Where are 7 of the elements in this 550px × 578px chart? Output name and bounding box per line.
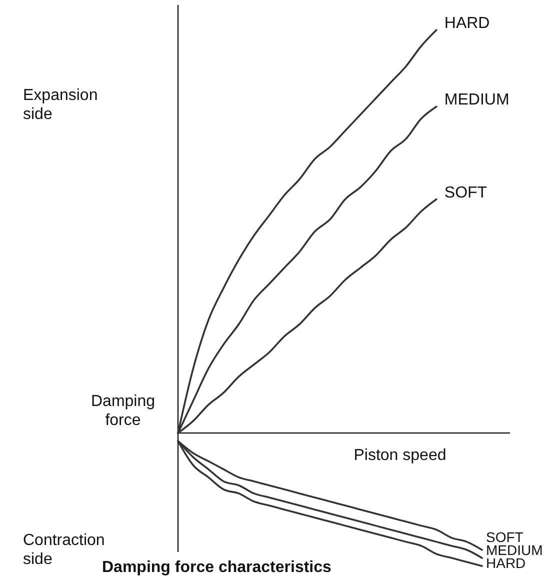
series-label: HARD [444, 15, 490, 32]
text: Damping force characteristics [102, 559, 332, 576]
y-axis-title: Damping force [90, 393, 156, 430]
series-label: SOFT [444, 184, 488, 202]
text: Expansion side [23, 87, 98, 124]
series-label: MEDIUM [444, 92, 510, 109]
x-axis-title: Piston speed [354, 447, 446, 464]
